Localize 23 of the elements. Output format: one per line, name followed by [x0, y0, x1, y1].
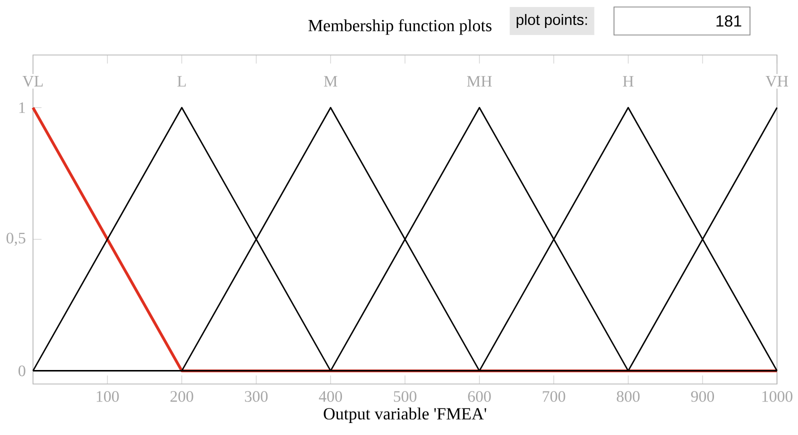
text: plot points:	[516, 14, 587, 28]
x-tick-label: 600	[468, 391, 491, 402]
x-tick-label: 200	[170, 391, 194, 402]
text: 181	[716, 15, 742, 27]
series-label: H	[622, 76, 634, 87]
series-label: M	[324, 76, 338, 87]
x-tick-label: 900	[691, 391, 714, 402]
x-tick-label: 400	[318, 391, 342, 402]
x-axis-title: Output variable 'FMEA'	[324, 408, 486, 423]
series-label: L	[177, 76, 186, 87]
y-tick-label: 0,5	[6, 232, 26, 246]
y-tick-label: 1	[19, 102, 25, 113]
x-tick-label: 800	[616, 391, 640, 402]
x-tick-label: 300	[244, 391, 268, 402]
x-tick-label: 500	[394, 391, 416, 402]
x-tick-label: 700	[542, 391, 566, 402]
y-tick-label: 0	[18, 365, 26, 376]
series-label: VL	[22, 76, 43, 87]
series-label: VH	[766, 76, 788, 87]
x-tick-label: 1000	[762, 391, 792, 402]
series-label: MH	[466, 76, 492, 87]
x-tick-label: 100	[96, 391, 119, 402]
chart-title: Membership function plots	[308, 19, 492, 35]
